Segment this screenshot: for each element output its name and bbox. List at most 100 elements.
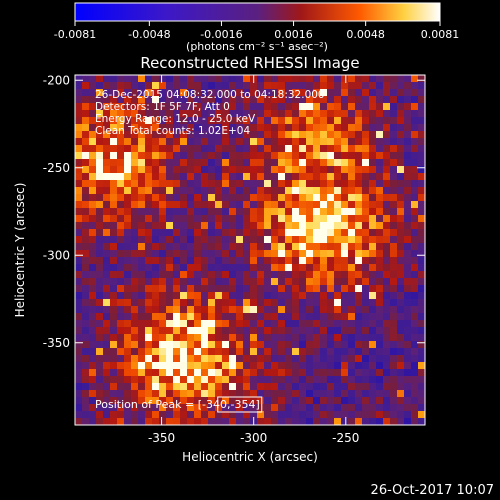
heatmap-cell [75,278,82,285]
heatmap-cell [362,292,369,299]
heatmap-cell [229,159,236,166]
heatmap-cell [236,208,243,215]
heatmap-cell [278,138,285,145]
heatmap-cell [75,327,82,334]
heatmap-cell [222,313,229,320]
heatmap-cell [222,271,229,278]
heatmap-cell [376,103,383,110]
heatmap-cell [306,313,313,320]
heatmap-cell [103,208,110,215]
heatmap-cell [411,306,418,313]
heatmap-cell [306,278,313,285]
heatmap-cell [75,138,82,145]
heatmap-cell [222,110,229,117]
heatmap-cell [334,299,341,306]
heatmap-cell [82,320,89,327]
heatmap-cell [201,334,208,341]
heatmap-cell [383,404,390,411]
heatmap-cell [215,117,222,124]
heatmap-cell [278,152,285,159]
heatmap-cell [313,313,320,320]
heatmap-cell [348,236,355,243]
heatmap-cell [159,362,166,369]
heatmap-cell [75,236,82,243]
heatmap-cell [75,82,82,89]
heatmap-cell [236,397,243,404]
heatmap-cell [376,145,383,152]
heatmap-cell [236,264,243,271]
heatmap-cell [194,166,201,173]
heatmap-cell [292,306,299,313]
heatmap-cell [334,313,341,320]
heatmap-cell [187,201,194,208]
heatmap-cell [159,341,166,348]
heatmap-cell [138,250,145,257]
heatmap-cell [369,306,376,313]
heatmap-cell [271,390,278,397]
heatmap-cell [313,180,320,187]
heatmap-cell [187,411,194,418]
heatmap-cell [145,145,152,152]
heatmap-cell [390,299,397,306]
heatmap-cell [397,222,404,229]
heatmap-cell [383,306,390,313]
heatmap-cell [369,320,376,327]
heatmap-cell [166,138,173,145]
heatmap-cell [264,187,271,194]
heatmap-cell [236,362,243,369]
heatmap-cell [96,124,103,131]
heatmap-cell [376,278,383,285]
heatmap-cell [334,271,341,278]
heatmap-cell [257,278,264,285]
heatmap-cell [96,229,103,236]
heatmap-cell [320,334,327,341]
heatmap-cell [180,215,187,222]
heatmap-cell [131,131,138,138]
heatmap-cell [397,383,404,390]
heatmap-cell [320,222,327,229]
heatmap-cell [404,257,411,264]
heatmap-cell [313,138,320,145]
heatmap-cell [131,383,138,390]
heatmap-cell [320,117,327,124]
heatmap-cell [383,320,390,327]
heatmap-cell [145,152,152,159]
heatmap-cell [320,180,327,187]
heatmap-cell [103,334,110,341]
heatmap-cell [138,355,145,362]
heatmap-cell [355,411,362,418]
heatmap-cell [229,362,236,369]
heatmap-cell [411,124,418,131]
heatmap-cell [124,390,131,397]
heatmap-cell [278,96,285,103]
heatmap-cell [103,229,110,236]
heatmap-cell [299,236,306,243]
heatmap-cell [215,166,222,173]
heatmap-cell [166,383,173,390]
heatmap-cell [110,257,117,264]
heatmap-cell [278,159,285,166]
heatmap-cell [313,411,320,418]
heatmap-cell [222,355,229,362]
heatmap-cell [397,376,404,383]
heatmap-cell [299,334,306,341]
heatmap-cell [194,404,201,411]
heatmap-cell [117,201,124,208]
heatmap-cell [166,313,173,320]
heatmap-cell [264,376,271,383]
heatmap-cell [96,236,103,243]
heatmap-cell [390,271,397,278]
heatmap-cell [397,404,404,411]
heatmap-cell [222,131,229,138]
heatmap-cell [411,257,418,264]
heatmap-cell [306,159,313,166]
heatmap-cell [229,341,236,348]
heatmap-cell [292,320,299,327]
heatmap-cell [215,89,222,96]
heatmap-cell [250,103,257,110]
heatmap-cell [180,159,187,166]
heatmap-cell [271,208,278,215]
heatmap-cell [369,117,376,124]
heatmap-cell [117,278,124,285]
heatmap-cell [96,82,103,89]
